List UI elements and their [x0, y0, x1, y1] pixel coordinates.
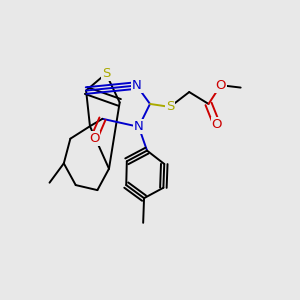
Text: O: O	[89, 132, 99, 145]
Text: O: O	[215, 79, 226, 92]
Text: S: S	[166, 100, 174, 113]
Text: O: O	[212, 118, 222, 131]
Text: N: N	[132, 79, 142, 92]
Text: S: S	[102, 67, 110, 80]
Text: N: N	[134, 120, 144, 133]
